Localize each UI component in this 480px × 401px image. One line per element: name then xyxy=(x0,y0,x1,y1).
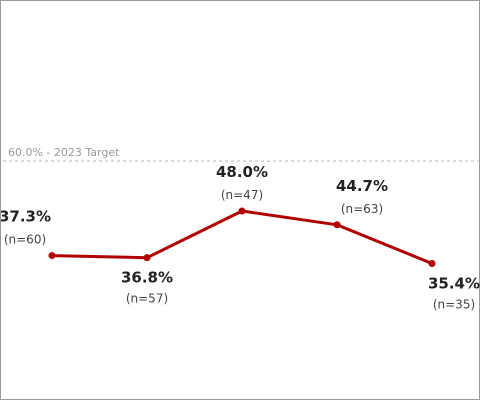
series-line xyxy=(50,209,434,265)
sample-size-label: (n=35) xyxy=(433,298,475,312)
sample-size-label: (n=57) xyxy=(126,292,168,306)
target-label: 60.0% - 2023 Target xyxy=(8,146,120,159)
data-point xyxy=(428,260,436,267)
data-value-label: 44.7% xyxy=(336,177,388,195)
data-value-label: 36.8% xyxy=(121,269,173,287)
chart-marks: 37.3% (n=60) 36.8% (n=57) 48.0% (n=47) 44.7% (n… xyxy=(1,163,480,312)
data-value-label: 35.4% xyxy=(428,275,480,293)
data-point xyxy=(143,254,151,262)
data-point xyxy=(333,221,341,229)
data-value-label: 48.0% xyxy=(216,163,268,181)
data-value-label: 37.3% xyxy=(1,208,51,226)
data-point xyxy=(238,207,246,215)
sample-size-label: (n=60) xyxy=(4,233,46,247)
data-point xyxy=(48,252,56,260)
sample-size-label: (n=47) xyxy=(221,188,263,202)
sample-size-label: (n=63) xyxy=(341,202,383,216)
